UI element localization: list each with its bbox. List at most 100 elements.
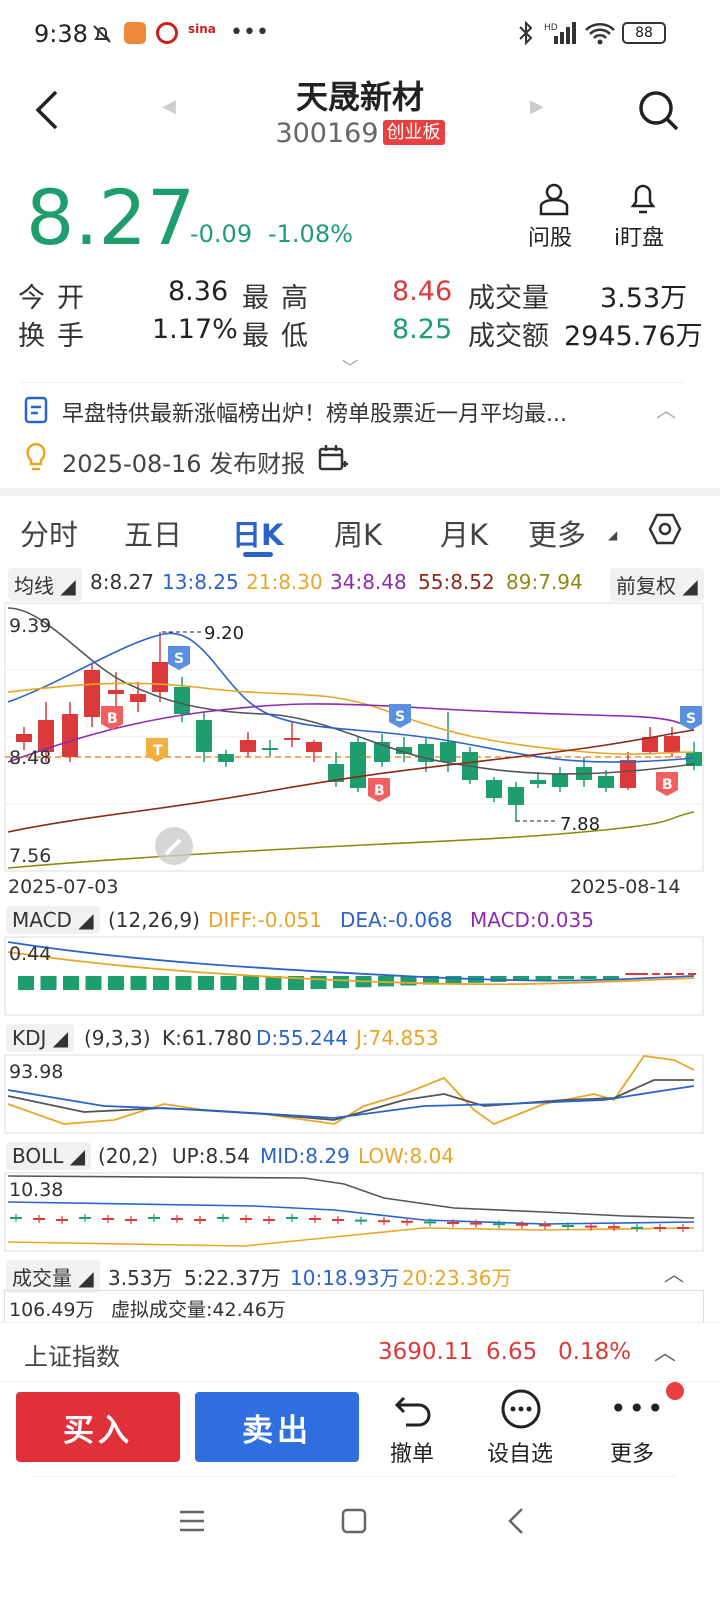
ma89: 89:7.94: [506, 570, 583, 594]
next-stock-icon[interactable]: ▶: [530, 96, 544, 117]
macd-label: MACD: [12, 908, 72, 932]
ma-line: [7, 703, 695, 763]
kdj-d-line: [7, 1085, 695, 1119]
candle-body: [218, 754, 234, 762]
bell-icon[interactable]: [628, 180, 658, 216]
macd-bar: [85, 976, 102, 990]
menu-nav-icon[interactable]: [178, 1508, 206, 1534]
boll-up: UP:8.54: [172, 1144, 250, 1168]
index-name: 上证指数: [24, 1343, 120, 1371]
more-dots-icon[interactable]: •••: [610, 1392, 666, 1425]
ma-selector[interactable]: 均线 ◢: [8, 568, 82, 601]
back-icon[interactable]: [32, 88, 62, 132]
open-value: 8.36: [168, 276, 229, 307]
tab-intraday[interactable]: 分时: [20, 518, 79, 552]
candle-body: [84, 670, 100, 717]
candle-body: [38, 720, 54, 752]
macd-bar: [63, 976, 79, 990]
expand-stats-icon[interactable]: ﹀: [342, 358, 359, 377]
app-notif-icon: [124, 22, 146, 44]
app-notif-icon-2: [156, 22, 178, 44]
active-tab-indicator: [243, 552, 273, 557]
watch-button[interactable]: i盯盘: [614, 226, 665, 251]
macd-chart[interactable]: 0.44: [4, 936, 704, 1016]
candle-body: [508, 787, 524, 805]
section-gap: [0, 488, 720, 496]
ma-line: [7, 632, 695, 763]
home-nav-icon[interactable]: [341, 1508, 367, 1534]
macd-bar: [108, 976, 124, 990]
settings-icon[interactable]: [648, 512, 682, 546]
adjust-selector[interactable]: 前复权 ◢: [610, 568, 704, 601]
candle-body: [686, 752, 702, 766]
collapse-news-icon[interactable]: ︿: [656, 398, 676, 422]
undo-icon[interactable]: [394, 1390, 434, 1430]
ma-label: 均线: [14, 574, 54, 598]
vol-ma10: 10:18.93万: [290, 1266, 400, 1290]
bluetooth-icon: [519, 20, 533, 46]
tab-more[interactable]: 更多: [528, 518, 587, 552]
macd-bar: [400, 976, 417, 986]
kline-chart[interactable]: 9.39 8.48 7.56 9.20 7.88 B S T S B B S: [4, 602, 704, 872]
battery-icon: 88: [622, 22, 666, 44]
volume-selector[interactable]: 成交量 ◢: [6, 1260, 100, 1293]
buy-button[interactable]: 买入: [16, 1392, 180, 1462]
macd-bar: [513, 976, 529, 981]
kchart-date-start: 2025-07-03: [8, 876, 119, 898]
tab-monthly-k[interactable]: 月K: [440, 518, 489, 552]
candle-body: [16, 734, 32, 742]
ask-stock-button[interactable]: 问股: [528, 226, 573, 251]
low-value: 8.25: [392, 314, 453, 345]
kdj-d: D:55.244: [256, 1026, 349, 1050]
expand-index-icon[interactable]: ︿: [654, 1341, 677, 1366]
macd-diff: DIFF:-0.051: [208, 908, 322, 932]
notification-dot: [666, 1382, 684, 1400]
turnover-value: 1.17%: [152, 314, 238, 345]
candle-body: [130, 694, 146, 702]
search-icon[interactable]: [636, 88, 680, 132]
prev-stock-icon[interactable]: ◀: [162, 96, 176, 117]
collapse-vol-icon[interactable]: ︿: [664, 1262, 684, 1286]
macd-bar: [558, 976, 574, 980]
macd-bar: [603, 976, 619, 979]
watchlist-icon[interactable]: [500, 1388, 542, 1430]
sell-button[interactable]: 卖出: [195, 1392, 359, 1462]
boll-params: (20,2): [98, 1144, 159, 1168]
tab-daily-k[interactable]: 日K: [232, 518, 284, 552]
more-dropdown-icon[interactable]: ◢: [608, 528, 618, 542]
boll-chart[interactable]: 10.38: [4, 1172, 704, 1252]
index-bar[interactable]: 上证指数 3690.11 6.65 0.18% ︿: [0, 1322, 720, 1382]
svg-text:T: T: [153, 743, 163, 759]
quote-row: 8.27 -0.09 -1.08% 问股 i盯盘: [0, 178, 720, 270]
volume-chart[interactable]: 106.49万 虚拟成交量:42.46万: [4, 1290, 704, 1324]
cancel-order-button[interactable]: 撤单: [390, 1442, 435, 1467]
open-label: 今开: [18, 283, 96, 314]
bulb-icon: [26, 442, 46, 471]
more-notif-icon: •••: [230, 20, 269, 45]
candle-body: [108, 690, 124, 694]
more-button[interactable]: 更多: [610, 1442, 655, 1467]
ma21: 21:8.30: [246, 570, 323, 594]
tab-weekly-k[interactable]: 周K: [334, 518, 383, 552]
boll-selector[interactable]: BOLL ◢: [6, 1142, 92, 1170]
macd-bar: [130, 976, 147, 990]
add-watchlist-button[interactable]: 设自选: [487, 1442, 554, 1467]
kdj-chart[interactable]: 93.98: [4, 1054, 704, 1134]
sina-icon: sina: [188, 22, 216, 36]
news-headline[interactable]: 早盘特供最新涨幅榜出炉！榜单股票近一月平均最...: [62, 402, 567, 427]
ma-line: [7, 729, 695, 833]
svg-text:S: S: [395, 709, 405, 725]
amount-value: 2945.76万: [564, 321, 703, 352]
ask-stock-icon[interactable]: [538, 182, 570, 216]
mute-bell-icon: [93, 25, 111, 43]
kdj-selector[interactable]: KDJ ◢: [6, 1024, 75, 1052]
tab-five-day[interactable]: 五日: [124, 518, 183, 552]
stock-code: 300169: [275, 118, 379, 149]
boll-up-line: [7, 1175, 695, 1219]
ma55: 55:8.52: [418, 570, 495, 594]
calendar-add-icon[interactable]: [318, 444, 348, 472]
back-nav-icon[interactable]: [506, 1506, 526, 1536]
candle-body: [620, 760, 636, 788]
macd-selector[interactable]: MACD ◢: [6, 906, 100, 934]
candle-body: [642, 737, 658, 752]
